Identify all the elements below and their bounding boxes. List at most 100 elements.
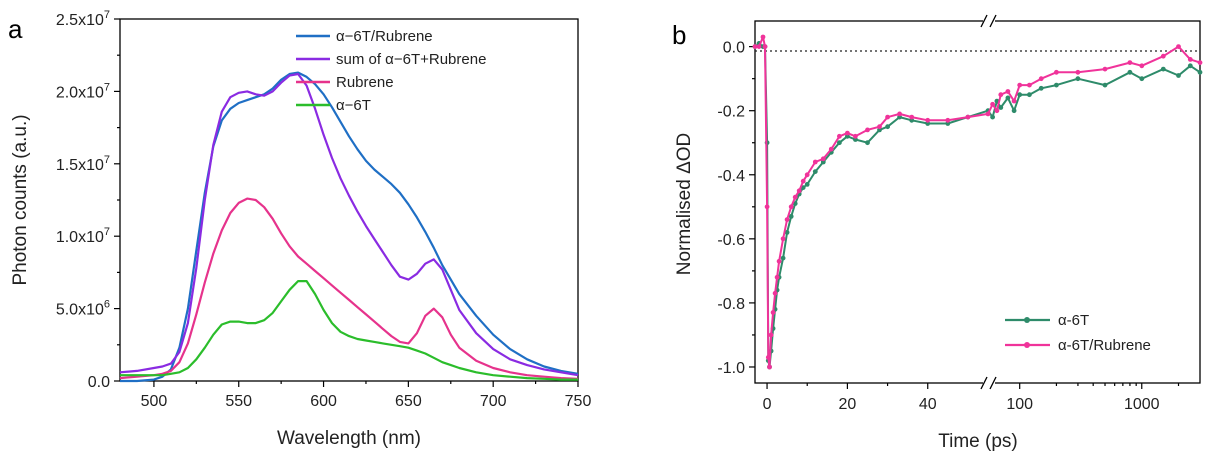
panel-b-series	[752, 34, 1203, 370]
series-line	[119, 72, 579, 377]
data-point	[796, 188, 802, 194]
data-point	[1160, 53, 1166, 59]
data-point	[945, 117, 951, 123]
data-point	[804, 182, 810, 187]
y-tick-label: 5.0x106	[56, 299, 110, 319]
data-point	[1127, 60, 1133, 65]
data-point	[1038, 85, 1044, 91]
data-point	[909, 114, 915, 120]
panel-b-label: b	[672, 20, 686, 50]
x-axis-break-marks	[980, 14, 997, 390]
legend-label: α−6T	[336, 97, 371, 114]
data-point	[812, 169, 818, 175]
data-point	[768, 332, 774, 338]
panel-a-y-ticks: 0.0 5.0x106 1.0x107 1.5x107 2.0x107 2.5x107	[56, 9, 120, 391]
x-tick-label: 500	[141, 393, 168, 410]
data-point	[1139, 76, 1145, 82]
data-point	[1038, 76, 1044, 82]
data-point	[1017, 92, 1023, 98]
x-tick-label: 20	[838, 396, 856, 413]
panel-a: a 500 550 600 650 700 750 0.0 5.0x106 1.0x107 1.…	[8, 9, 591, 449]
data-point	[1075, 69, 1081, 75]
legend-label: α−6T/Rubrene	[336, 28, 433, 45]
panel-b-x-ticks: 0 20 40 100 1000	[763, 383, 1180, 413]
data-point	[1176, 44, 1181, 49]
data-point	[762, 44, 768, 49]
legend-label: α-6T/Rubrene	[1058, 337, 1151, 354]
data-point	[780, 236, 786, 242]
data-point	[804, 172, 810, 178]
data-point	[812, 159, 818, 165]
panel-b-y-ticks: -1.0 -0.8 -0.6 -0.4 -0.2 0.0	[717, 40, 755, 377]
panel-a-x-ticks: 500 550 600 650 700 750	[141, 381, 591, 410]
series-line	[120, 71, 579, 383]
data-point	[764, 204, 770, 210]
data-point	[1011, 98, 1017, 104]
data-point	[767, 364, 772, 370]
y-tick-label: 1.0x107	[56, 226, 110, 246]
data-point	[800, 178, 806, 184]
panel-b-frame	[754, 20, 1201, 384]
data-point	[990, 101, 995, 107]
data-point	[885, 114, 890, 120]
data-point	[776, 258, 782, 264]
data-point	[756, 44, 762, 49]
data-point	[837, 140, 842, 146]
x-tick-label: 650	[395, 393, 422, 410]
legend-marker	[1024, 342, 1030, 348]
data-point	[828, 146, 834, 152]
panel-a-x-label: Wavelength (nm)	[277, 428, 421, 449]
data-point	[770, 310, 776, 315]
data-point	[985, 111, 991, 117]
legend-label: sum of α−6T+Rubrene	[336, 51, 486, 68]
x-tick-label: 40	[919, 396, 937, 413]
data-point	[1027, 82, 1032, 88]
data-point	[752, 44, 758, 49]
data-point	[1011, 108, 1017, 114]
y-tick-label: 0.0	[723, 40, 745, 57]
data-point	[853, 133, 858, 139]
data-point	[774, 274, 780, 280]
panel-b-x-label: Time (ps)	[938, 431, 1018, 452]
data-point	[994, 108, 1000, 114]
data-point	[925, 117, 931, 123]
data-point	[998, 92, 1004, 98]
y-tick-label: 0.0	[88, 374, 110, 391]
panel-b: b 0 20 40 100 1000 -1.0 -0.8 -0.6 -0.4 -0.2 0.0 α…	[672, 14, 1203, 452]
y-tick-label: -0.8	[717, 296, 745, 313]
data-point	[877, 124, 882, 130]
series-line	[754, 42, 1201, 368]
data-point	[1127, 69, 1133, 75]
x-tick-label: 550	[225, 393, 252, 410]
data-point	[865, 140, 870, 146]
panel-b-y-label: Normalised ΔOD	[674, 133, 695, 276]
data-point	[1160, 66, 1166, 72]
legend-label: α-6T	[1058, 312, 1089, 329]
y-tick-label: 1.5x107	[56, 154, 110, 174]
x-tick-label: 700	[480, 393, 507, 410]
panel-a-label: a	[8, 14, 23, 44]
x-tick-label: 0	[763, 396, 772, 413]
data-point	[792, 194, 798, 200]
y-tick-label: -0.2	[717, 104, 745, 121]
y-tick-label: -0.6	[717, 232, 745, 249]
data-point	[820, 156, 826, 162]
data-point	[788, 204, 794, 210]
data-point	[897, 111, 902, 117]
data-point	[1027, 92, 1032, 98]
data-point	[1187, 63, 1193, 69]
data-point	[1005, 95, 1011, 101]
data-point	[1197, 60, 1203, 65]
data-point	[837, 133, 842, 139]
data-point	[885, 124, 890, 130]
data-point	[865, 127, 870, 133]
data-point	[845, 130, 850, 136]
data-point	[1005, 89, 1011, 94]
data-point	[784, 230, 790, 235]
y-tick-label: -0.4	[717, 168, 745, 185]
legend-marker	[1024, 317, 1030, 323]
y-tick-label: -1.0	[717, 360, 745, 377]
x-tick-label: 100	[1006, 396, 1033, 413]
y-tick-label: 2.5x107	[56, 9, 110, 29]
